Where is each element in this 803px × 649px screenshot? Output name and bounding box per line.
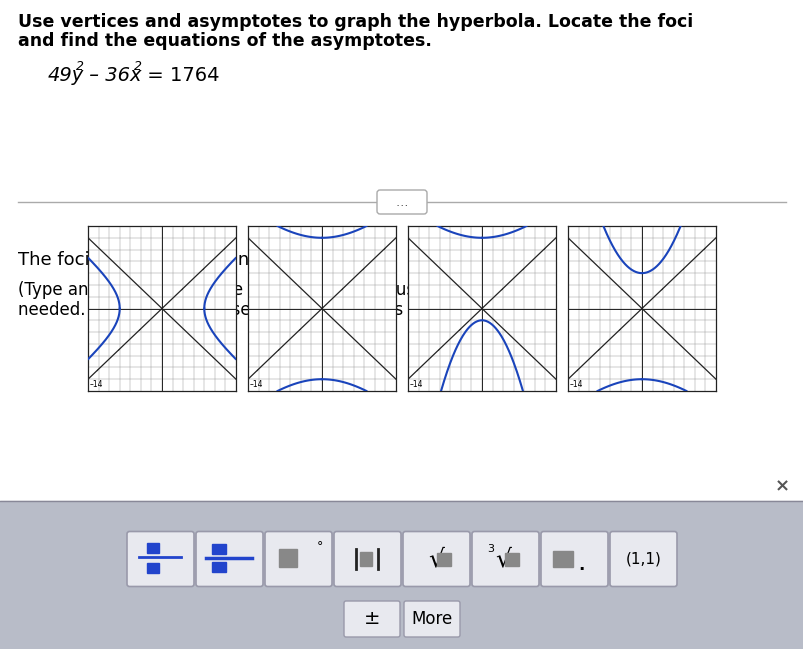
Bar [212,544,226,554]
Text: 3: 3 [487,544,493,554]
Bar [212,562,226,572]
Bar [0,359,803,501]
Bar [147,563,159,573]
Text: 49y: 49y [48,66,84,85]
FancyBboxPatch shape [609,532,676,587]
FancyBboxPatch shape [471,532,538,587]
Text: °: ° [316,541,322,554]
Bar [360,552,372,566]
Text: – 36x: – 36x [83,66,141,85]
Text: .: . [381,254,388,274]
Text: 2: 2 [134,60,142,73]
FancyBboxPatch shape [127,532,194,587]
Bar [437,553,451,566]
Text: ×: × [773,477,789,495]
FancyBboxPatch shape [403,601,459,637]
Text: –14: –14 [569,380,583,389]
Text: –14: –14 [410,380,423,389]
FancyBboxPatch shape [344,601,400,637]
Text: = 1764: = 1764 [141,66,219,85]
FancyBboxPatch shape [333,532,401,587]
Text: and find the equations of the asymptotes.: and find the equations of the asymptotes… [18,32,431,50]
FancyBboxPatch shape [377,190,426,214]
FancyBboxPatch shape [265,532,332,587]
Text: (Type an ordered pair. Type an exact answer, using radicals as: (Type an ordered pair. Type an exact ans… [18,281,534,299]
Bar [279,549,297,567]
Text: ±: ± [363,609,380,628]
FancyBboxPatch shape [402,532,470,587]
Text: …: … [395,195,408,208]
Bar [357,253,378,275]
Bar [505,553,519,566]
Text: √: √ [428,547,444,571]
Text: 2: 2 [76,60,84,73]
Bar [147,543,159,553]
Bar [552,551,573,567]
Text: –14: –14 [90,380,104,389]
Text: (1,1): (1,1) [625,552,661,567]
Text: –14: –14 [250,380,263,389]
Bar [0,501,803,649]
Text: needed. Use a comma to separate answers as needed.): needed. Use a comma to separate answers … [18,301,482,319]
FancyBboxPatch shape [540,532,607,587]
Text: More: More [411,610,452,628]
Text: The foci is/are at the point(s): The foci is/are at the point(s) [18,251,279,269]
Text: .: . [577,556,584,574]
FancyBboxPatch shape [196,532,263,587]
Text: √: √ [495,547,511,571]
Text: Use vertices and asymptotes to graph the hyperbola. Locate the foci: Use vertices and asymptotes to graph the… [18,13,692,31]
